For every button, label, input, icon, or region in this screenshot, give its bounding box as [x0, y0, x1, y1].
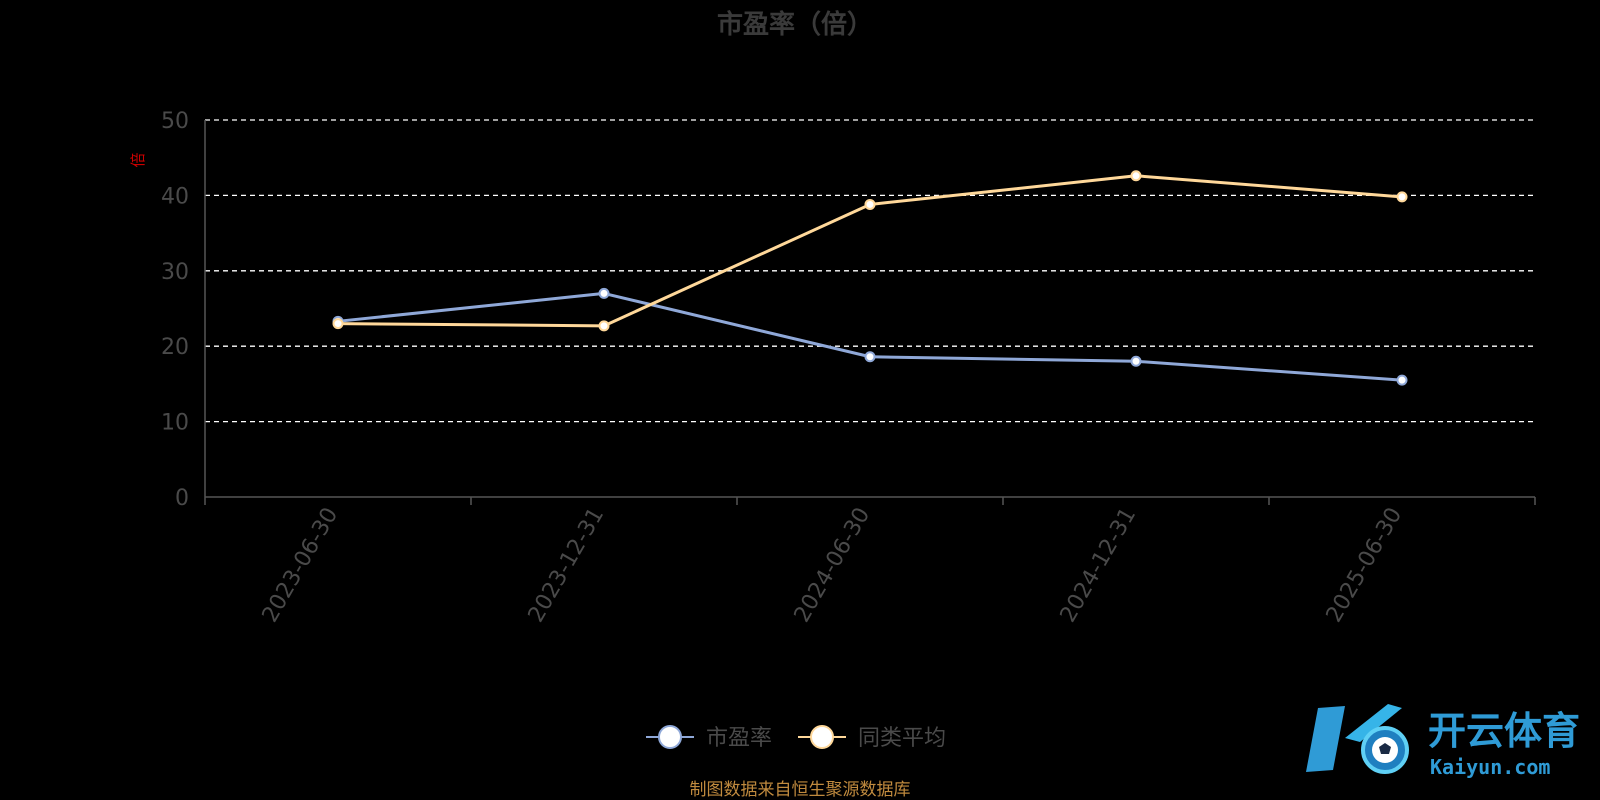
kaiyun-logo-cn: 开云体育 [1428, 709, 1580, 753]
y-tick-label-20: 20 [161, 335, 189, 360]
x-tick-label-2023-12-31: 2023-12-31 [524, 504, 610, 627]
y-tick-label-10: 10 [161, 411, 189, 436]
data-point-0-3[interactable] [1130, 355, 1142, 367]
legend-pe-label: 市盈率 [706, 726, 772, 751]
data-point-1-1[interactable] [598, 320, 610, 332]
y-tick-label-50: 50 [161, 109, 189, 134]
x-tick-labels: 2023-06-30 2023-12-31 2024-06-30 2024-12-31… [258, 504, 1408, 627]
data-point-1-3[interactable] [1130, 170, 1142, 182]
legend[interactable]: 市盈率 同类平均 [646, 725, 946, 751]
x-tick-label-2025-06-30: 2025-06-30 [1322, 504, 1408, 627]
axis-layer [204, 120, 1536, 505]
series-line-0 [337, 291, 1403, 382]
x-tick-label-2024-12-31: 2024-12-31 [1056, 504, 1142, 627]
data-point-1-2[interactable] [864, 198, 876, 210]
data-point-0-1[interactable] [598, 287, 610, 299]
legend-avg-label: 同类平均 [858, 726, 946, 751]
legend-avg-marker [810, 725, 834, 749]
data-point-1-4[interactable] [1396, 191, 1408, 203]
y-tick-label-0: 0 [175, 486, 189, 511]
y-tick-label-30: 30 [161, 260, 189, 285]
legend-item-peer-avg[interactable]: 同类平均 [798, 725, 946, 751]
y-unit-label: 倍 [129, 152, 147, 167]
y-tick-labels: 0 10 20 30 40 50 [161, 109, 189, 511]
x-tick-label-2023-06-30: 2023-06-30 [258, 504, 344, 627]
grid-layer [205, 119, 1535, 423]
data-point-0-2[interactable] [864, 351, 876, 363]
kaiyun-logo-en: Kaiyun.com [1430, 755, 1550, 779]
chart-title: 市盈率（倍） [717, 9, 873, 40]
kaiyun-logo-icon [1306, 704, 1409, 774]
source-note: 制图数据来自恒生聚源数据库 [690, 780, 911, 800]
legend-pe-marker [658, 725, 682, 749]
data-point-1-0[interactable] [332, 318, 344, 330]
series-layer [332, 170, 1408, 386]
data-point-0-4[interactable] [1396, 374, 1408, 386]
x-tick-label-2024-06-30: 2024-06-30 [790, 504, 876, 627]
kaiyun-watermark: 开云体育 Kaiyun.com [1306, 704, 1580, 779]
y-tick-label-40: 40 [161, 184, 189, 209]
legend-item-pe[interactable]: 市盈率 [646, 725, 772, 751]
